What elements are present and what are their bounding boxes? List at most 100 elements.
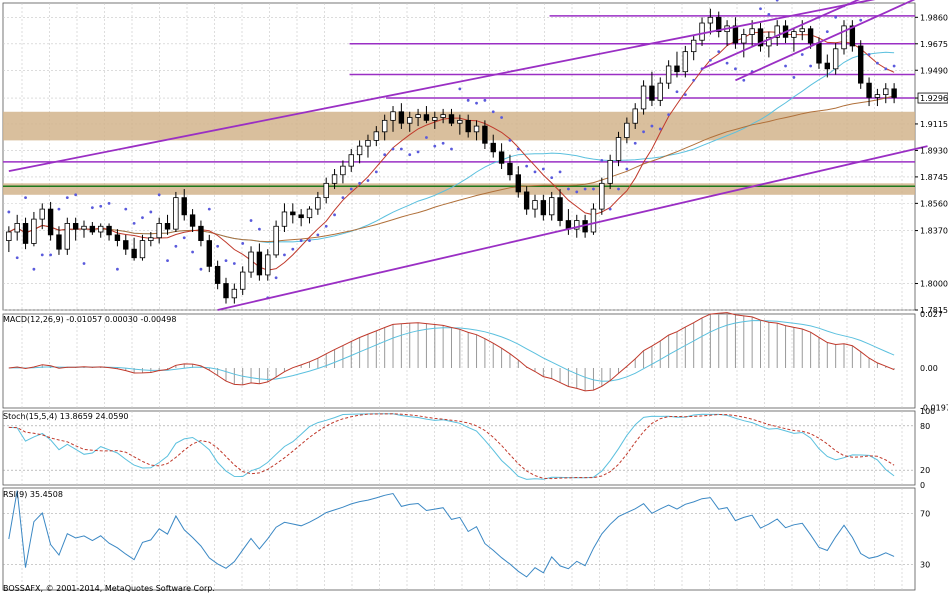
candle-body <box>816 42 822 64</box>
candle-body <box>47 208 54 236</box>
sar-dot <box>299 239 303 242</box>
sar-dot <box>333 213 336 217</box>
candle-body <box>223 283 229 299</box>
sar-dot <box>567 187 570 191</box>
candle-body <box>883 88 889 95</box>
candle-body <box>699 22 705 41</box>
candle-body <box>64 223 71 250</box>
candle-body <box>415 114 421 118</box>
candle-body <box>98 225 104 233</box>
candle-body <box>716 16 722 33</box>
candle-body <box>532 200 538 210</box>
candle-body <box>306 208 313 219</box>
candle-body <box>81 225 87 230</box>
sar-dot <box>283 253 286 257</box>
candle-body <box>515 174 521 193</box>
candle-body <box>674 65 680 73</box>
candle-body <box>189 214 196 227</box>
sar-dot <box>475 101 478 105</box>
sar-dot <box>550 176 554 180</box>
candle-body <box>123 240 129 250</box>
sar-dot <box>366 179 370 182</box>
candle-body <box>891 88 897 98</box>
candle-body <box>231 288 238 299</box>
trend-line <box>735 0 916 82</box>
ma-mid-line <box>8 51 895 244</box>
candle-body <box>239 271 246 290</box>
sar-dot <box>792 76 796 79</box>
price-tick-label: 1.8000 <box>920 280 948 289</box>
sar-dot <box>892 64 896 68</box>
candle-body <box>791 31 797 38</box>
sar-dot <box>358 181 362 185</box>
sar-dot <box>658 127 662 131</box>
price-tick-label: 1.9490 <box>920 66 948 75</box>
candle-body <box>248 251 254 273</box>
rsi-label: RSI(9) 35.4508 <box>3 490 63 499</box>
horizontal-levels <box>3 15 915 187</box>
sar-dot <box>57 207 61 211</box>
sar-dot <box>166 259 169 263</box>
sar-dot <box>650 124 654 128</box>
candle-body <box>148 237 154 241</box>
candle-body <box>381 119 388 133</box>
sar-dot <box>717 50 721 54</box>
sar-dot <box>533 170 537 174</box>
sar-dot <box>399 147 403 151</box>
sar-dot <box>483 98 487 102</box>
panel-frame <box>2 410 916 486</box>
sar-dot <box>191 250 194 254</box>
candle-body <box>540 200 547 216</box>
candle-body <box>465 119 471 133</box>
sar-dot <box>725 61 729 65</box>
sar-dot <box>391 147 395 151</box>
candle-body <box>665 65 672 84</box>
sar-dot <box>132 222 136 225</box>
sar-dot <box>575 190 579 194</box>
sar-dot <box>157 193 161 197</box>
sar-dot <box>40 253 44 257</box>
sar-dot <box>433 144 437 148</box>
sar-dot <box>675 90 679 94</box>
candle-body <box>173 197 179 230</box>
sar-dot <box>775 0 779 2</box>
candle-body <box>14 223 20 233</box>
sar-dot <box>216 244 220 248</box>
sar-dot <box>82 262 86 265</box>
sar-dot <box>316 233 320 237</box>
candle-body <box>390 111 396 121</box>
price-tick-label: 1.8560 <box>920 199 948 208</box>
sar-dot <box>99 204 103 208</box>
sar-dot <box>441 141 445 145</box>
candle-body <box>874 94 881 98</box>
candle-body <box>114 234 121 241</box>
sar-dot <box>759 7 762 11</box>
stoch-tick-label: 0 <box>920 481 925 490</box>
sar-dot <box>884 67 888 71</box>
ma-slow-line <box>8 95 895 243</box>
stoch-tick-label: 100 <box>920 407 935 416</box>
price-axis: 1.9860 1.9675 1.9490 1.9296 1.9115 1.8930 1.87… <box>915 13 948 315</box>
sar-dot <box>149 210 153 214</box>
stoch-signal-line <box>8 413 895 480</box>
sar-dot <box>767 13 771 16</box>
candle-body <box>682 51 689 73</box>
sar-dot <box>141 216 144 220</box>
sar-dot <box>800 53 804 56</box>
candle-body <box>164 223 171 230</box>
chart-grid <box>2 2 916 591</box>
sar-dot <box>500 116 503 119</box>
sar-dot <box>625 167 629 171</box>
candle-body <box>523 191 530 210</box>
support-zone <box>3 111 915 141</box>
panel-frame <box>2 487 916 591</box>
sar-dot <box>491 110 495 114</box>
sar-dot <box>90 206 94 210</box>
sar-dot <box>416 150 420 154</box>
candle-body <box>348 154 354 167</box>
sar-dot <box>74 193 78 197</box>
candle-body <box>198 225 204 241</box>
candle-body <box>507 162 513 176</box>
candle-body <box>732 25 739 44</box>
